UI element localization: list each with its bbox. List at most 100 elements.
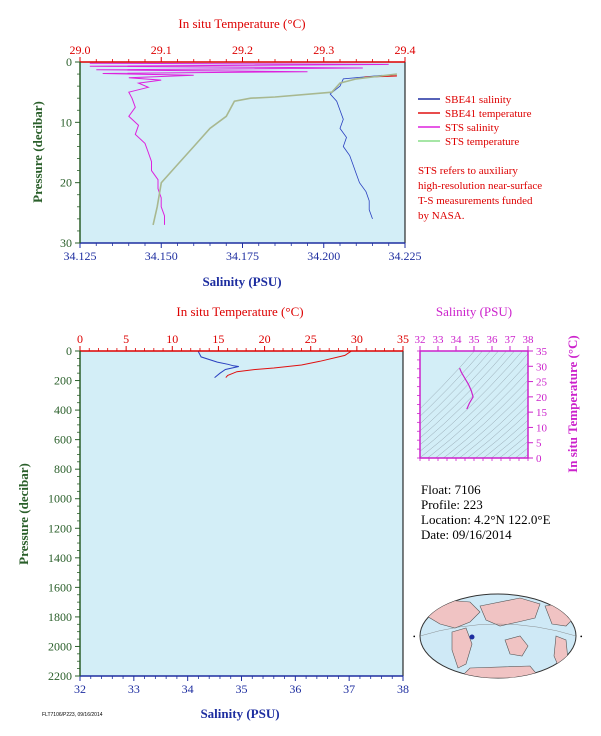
bottom-pressure-tick-label-4: 800: [54, 462, 72, 476]
legend-note-line-3: T-S measurements funded: [418, 195, 533, 207]
bottom-pressure-tick-label-0: 0: [66, 344, 72, 358]
top-salinity-tick-label-3: 34.200: [307, 249, 340, 263]
ts-salinity-tick-label-3: 35: [469, 334, 481, 346]
ts-density-contour: [483, 419, 528, 458]
map-edge-mark-left: •: [413, 633, 416, 641]
map-edge-mark-right: •: [580, 633, 583, 641]
ts-density-contour: [515, 447, 528, 458]
profile-number-text: Profile: 223: [421, 497, 483, 512]
ts-temperature-tick-label-5: 10: [536, 422, 548, 434]
bottom-temperature-tick-label-7: 35: [397, 332, 409, 346]
top-temperature-tick-label-3: 29.3: [313, 43, 334, 57]
ts-salinity-tick-label-1: 33: [433, 334, 445, 346]
bottom-plot-area: [80, 351, 403, 676]
ts-density-contour: [435, 371, 528, 458]
ts-density-contour: [420, 351, 523, 452]
legend-label-sbe41-temperature: SBE41 temperature: [445, 108, 532, 120]
ts-series-line: [459, 367, 474, 410]
top-pressure-tick-label-1: 10: [60, 115, 72, 129]
top-salinity-tick-label-4: 34.225: [389, 249, 422, 263]
ts-temperature-tick-label-1: 30: [536, 361, 548, 373]
ts-density-contour: [420, 351, 483, 417]
top-series-sts-salinity: [89, 62, 389, 225]
top-temperature-tick-label-4: 29.4: [395, 43, 416, 57]
bottom-temperature-tick-label-0: 0: [77, 332, 83, 346]
bottom-pressure-tick-label-1: 200: [54, 374, 72, 388]
map-continents: [420, 597, 576, 678]
bottom-pressure-tick-label-3: 600: [54, 433, 72, 447]
bottom-salinity-tick-label-0: 32: [74, 682, 86, 696]
ts-density-contour: [475, 412, 528, 458]
top-panel: 29.0 29.1 29.2 29.3 29.4 34.125 34.150 34.175 34…: [30, 16, 422, 289]
ts-salinity-tick-label-2: 34: [451, 334, 463, 346]
location-map: • •: [413, 593, 583, 679]
bottom-series-sbe41-salinity: [197, 351, 239, 378]
ts-series-group: [459, 367, 474, 410]
ts-density-contour: [427, 362, 528, 458]
ts-density-contour: [499, 434, 528, 458]
legend-note-line-1: STS refers to auxiliary: [418, 165, 518, 177]
legend-label-sts-salinity: STS salinity: [445, 122, 500, 134]
ts-density-contours: [420, 351, 528, 458]
top-temperature-tick-label-0: 29.0: [70, 43, 91, 57]
bottom-pressure-tick-label-11: 2200: [48, 669, 72, 683]
legend: SBE41 salinity SBE41 temperature STS sal…: [418, 94, 542, 222]
bottom-series-sbe41-temperature: [225, 350, 352, 378]
ts-plot-area: [420, 351, 528, 458]
bottom-salinity-tick-label-4: 36: [289, 682, 301, 696]
top-pressure-tick-label-2: 20: [60, 176, 72, 190]
bottom-pressure-tick-label-6: 1200: [48, 521, 72, 535]
bottom-pressure-tick-label-7: 1400: [48, 551, 72, 565]
ts-temperature-tick-label-6: 5: [536, 438, 542, 450]
ts-temperature-tick-label-4: 15: [536, 407, 548, 419]
bottom-salinity-tick-label-6: 38: [397, 682, 409, 696]
bottom-salinity-tick-label-1: 33: [128, 682, 140, 696]
footer-code: FLT7106/P223, 09/16/2014: [42, 712, 103, 718]
top-temperature-tick-label-1: 29.1: [151, 43, 172, 57]
top-salinity-axis-label: Salinity (PSU): [202, 274, 281, 289]
top-pressure-axis-label: Pressure (decibar): [30, 101, 45, 203]
ts-density-contour: [420, 353, 528, 458]
top-salinity-tick-label-0: 34.125: [64, 249, 97, 263]
ts-temperature-tick-label-0: 35: [536, 346, 548, 358]
top-salinity-tick-label-2: 34.175: [226, 249, 259, 263]
date-text: Date: 09/16/2014: [421, 527, 512, 542]
float-id-text: Float: 7106: [421, 482, 481, 497]
ts-density-contour: [443, 379, 528, 458]
ts-salinity-tick-label-4: 36: [487, 334, 499, 346]
float-location-marker: [469, 634, 475, 640]
bottom-temperature-axis-label: In situ Temperature (°C): [176, 304, 303, 319]
bottom-series-group: [197, 350, 352, 378]
top-pressure-tick-label-3: 30: [60, 236, 72, 250]
ts-density-contour: [420, 351, 499, 432]
bottom-temperature-tick-label-2: 10: [166, 332, 178, 346]
top-plot-area: [80, 62, 405, 243]
ts-density-contour: [507, 441, 528, 458]
ts-salinity-tick-label-6: 38: [523, 334, 535, 346]
ts-density-contour: [420, 351, 491, 425]
top-pressure-tick-label-0: 0: [66, 55, 72, 69]
legend-label-sts-temperature: STS temperature: [445, 136, 519, 148]
bottom-pressure-tick-label-5: 1000: [48, 492, 72, 506]
bottom-salinity-axis-label: Salinity (PSU): [200, 706, 279, 721]
bottom-pressure-tick-label-9: 1800: [48, 610, 72, 624]
legend-note-line-2: high-resolution near-surface: [418, 180, 542, 192]
ts-salinity-tick-label-0: 32: [415, 334, 426, 346]
top-salinity-tick-label-1: 34.150: [145, 249, 178, 263]
top-temperature-tick-label-2: 29.2: [232, 43, 253, 57]
ts-temperature-tick-label-7: 0: [536, 453, 542, 465]
bottom-temperature-tick-label-5: 25: [305, 332, 317, 346]
bottom-salinity-tick-label-5: 37: [343, 682, 355, 696]
ts-density-contour: [451, 388, 528, 458]
bottom-temperature-tick-label-1: 5: [123, 332, 129, 346]
bottom-pressure-axis-label: Pressure (decibar): [16, 463, 31, 565]
bottom-panel: 0 5 10 15 20 25 30 35 32 33 34 35 36 37 38 0 200 400 600 80…: [16, 304, 409, 721]
bottom-temperature-tick-label-4: 20: [259, 332, 271, 346]
ts-salinity-axis-label: Salinity (PSU): [436, 304, 512, 319]
ts-density-contour: [420, 351, 515, 446]
legend-note-line-4: by NASA.: [418, 210, 465, 222]
ts-density-contour: [467, 404, 528, 458]
bottom-axis-ticks: 0 5 10 15 20 25 30 35 32 33 34 35 36 37 38 0 200 400 600 80…: [48, 332, 409, 696]
location-text: Location: 4.2°N 122.0°E: [421, 512, 551, 527]
